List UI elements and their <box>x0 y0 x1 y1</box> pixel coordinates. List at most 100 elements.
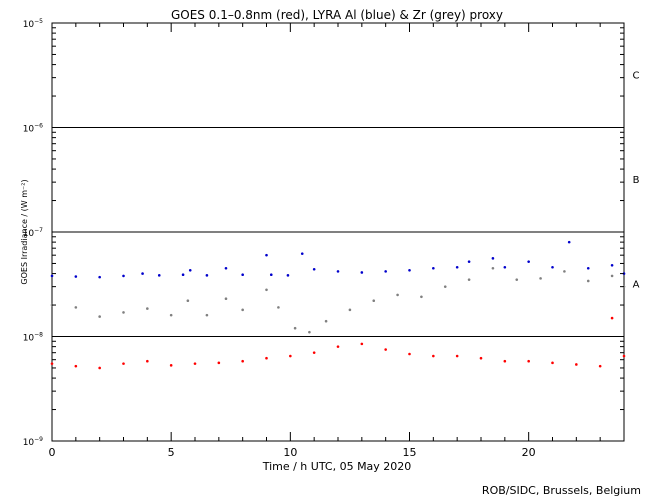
data-point <box>586 266 590 270</box>
flare-class-lines <box>52 127 624 337</box>
data-point <box>479 356 483 360</box>
x-tick-label: 0 <box>49 446 56 459</box>
data-point <box>308 330 311 334</box>
data-point <box>503 265 507 269</box>
data-point <box>265 288 268 292</box>
data-point <box>205 313 209 317</box>
data-point <box>539 277 542 280</box>
data-point <box>224 297 228 300</box>
x-tick-label: 10 <box>283 446 297 459</box>
data-point <box>217 361 221 365</box>
data-point <box>146 307 149 310</box>
data-point <box>122 311 125 314</box>
data-point <box>622 354 626 358</box>
data-point <box>169 364 173 367</box>
flare-class-label-b: B <box>633 175 640 186</box>
x-axis-label: Time / h UTC, 05 May 2020 <box>262 460 412 473</box>
y-axis-label: GOES Irradiance / (W m⁻²) <box>20 179 29 284</box>
data-point <box>312 267 316 271</box>
data-point <box>610 264 614 267</box>
data-point <box>515 278 519 281</box>
data-point <box>336 345 340 348</box>
data-point <box>527 260 530 263</box>
data-point <box>181 273 185 277</box>
data-point <box>551 361 554 365</box>
data-point <box>360 342 364 346</box>
flare-class-label-a: A <box>633 280 640 291</box>
data-point <box>241 308 244 312</box>
y-tick-label: 10−7 <box>23 227 43 239</box>
credit-text: ROB/SIDC, Brussels, Belgium <box>482 484 641 497</box>
data-point <box>408 269 411 272</box>
data-point <box>300 252 304 255</box>
data-point <box>503 359 507 363</box>
data-point <box>141 272 144 275</box>
data-point <box>50 274 54 278</box>
data-point <box>491 266 495 270</box>
data-point <box>598 364 602 368</box>
flare-class-label-c: C <box>633 71 640 82</box>
x-tick-label: 5 <box>168 446 175 459</box>
data-point <box>432 354 435 358</box>
data-point <box>74 306 78 309</box>
data-point <box>265 356 268 360</box>
data-point <box>122 362 125 365</box>
series-lyra-zr <box>50 266 626 334</box>
data-point <box>443 285 447 288</box>
data-point <box>336 270 340 273</box>
x-tick-label: 15 <box>403 446 417 459</box>
data-point <box>610 316 614 320</box>
y-tick-label: 10−9 <box>23 436 43 448</box>
series-goes-0-1-0-8nm <box>50 316 626 370</box>
data-point <box>432 266 435 270</box>
flare-class-labels: A B C <box>633 71 640 291</box>
data-point <box>491 257 495 260</box>
data-point <box>293 326 297 330</box>
series-lyra-al <box>50 240 626 279</box>
data-point <box>408 352 411 356</box>
data-point <box>455 265 459 269</box>
x-tick-label: 20 <box>522 446 536 459</box>
data-point <box>467 260 471 263</box>
data-point <box>205 274 209 277</box>
y-tick-label: 10−6 <box>23 123 43 135</box>
data-point <box>74 364 78 368</box>
y-tick-label: 10−8 <box>23 332 43 344</box>
data-point <box>277 306 280 309</box>
data-point <box>193 362 197 365</box>
data-point <box>157 274 161 277</box>
data-point <box>98 315 101 318</box>
data-point <box>241 359 244 363</box>
data-point <box>188 269 192 272</box>
data-point <box>50 362 54 365</box>
y-axis: 10−9 10−8 10−7 10−6 10−5 <box>23 18 624 448</box>
series-layer <box>50 240 626 370</box>
y-tick-label: 10−5 <box>23 18 43 30</box>
plot-area: 10−9 10−8 10−7 10−6 10−5 0 5 10 15 20 A B C <box>23 18 640 459</box>
data-point <box>384 348 387 351</box>
data-point <box>567 240 571 244</box>
x-axis: 0 5 10 15 20 <box>49 23 625 459</box>
data-point <box>372 299 376 303</box>
data-point <box>610 274 614 278</box>
data-point <box>169 313 173 317</box>
data-point <box>420 295 423 299</box>
data-point <box>98 275 101 279</box>
data-point <box>186 299 190 303</box>
data-point <box>241 273 244 277</box>
data-point <box>289 354 292 358</box>
data-point <box>286 274 290 277</box>
data-point <box>586 279 590 283</box>
data-point <box>360 271 364 274</box>
data-point <box>575 363 578 366</box>
data-point <box>455 354 459 358</box>
data-point <box>551 265 554 269</box>
data-point <box>467 278 471 281</box>
data-point <box>324 319 328 323</box>
data-point <box>122 274 125 278</box>
data-point <box>74 275 78 278</box>
data-point <box>224 266 228 270</box>
data-point <box>348 308 352 312</box>
data-point <box>396 293 399 297</box>
